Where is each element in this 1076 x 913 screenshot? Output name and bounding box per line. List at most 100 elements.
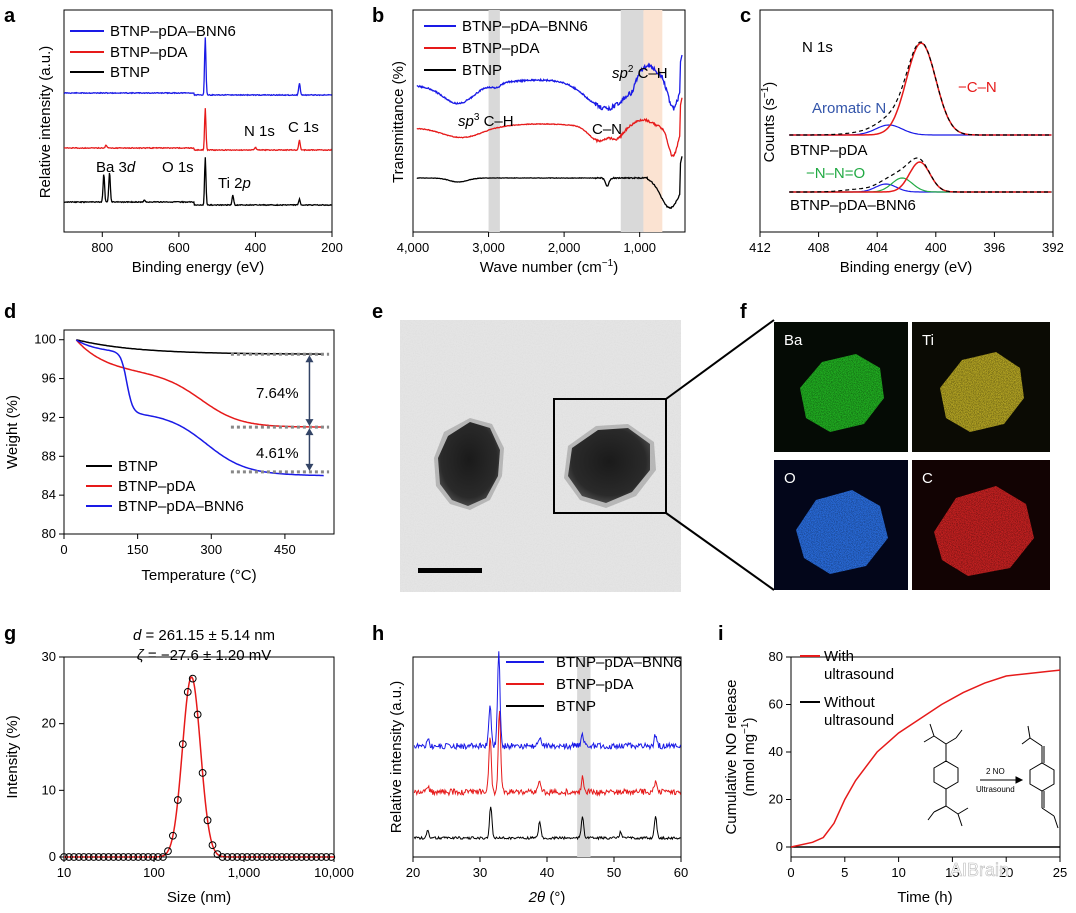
- g-point-29: [203, 816, 212, 825]
- panel-c-xticks: 412 408 404 400 396 392: [749, 232, 1064, 255]
- d-ticklabel-2: 300: [200, 542, 222, 557]
- panel-d-ann-2: 4.61%: [256, 445, 299, 462]
- panel-c-bot-envelope: [789, 157, 1052, 193]
- panel-a-ann-n: N 1s: [244, 123, 275, 140]
- panel-d-legend-3: BTNP–pDA–BNN6: [118, 498, 244, 515]
- panel-label-i: i: [718, 623, 724, 645]
- panel-g-stat-zeta: ζ = −27.6 ± 1.20 mV: [137, 647, 271, 664]
- panel-b-band-cn: [620, 10, 644, 232]
- panel-b-legend-2: BTNP–pDA: [462, 40, 540, 57]
- g-point-50: [307, 853, 316, 861]
- i-yticklabel-0: 0: [776, 839, 783, 854]
- panel-d-ylabel: Weight (%): [4, 395, 21, 469]
- panel-label-a: a: [4, 5, 16, 27]
- panel-c-label-aromatic: Aromatic N: [812, 100, 886, 117]
- g-point-6: [89, 853, 98, 861]
- panel-f: f Ba Ti O C: [740, 301, 1050, 590]
- g-yticklabel-3: 30: [42, 649, 56, 664]
- g-point-49: [302, 853, 311, 861]
- g-point-7: [94, 853, 103, 861]
- panel-d: d 0 150 300 450 100 96 92 88 84 80 Temperature (°…: [4, 301, 335, 584]
- panel-d-ticks: 0 150 300 450 100 96 92 88 84 80: [34, 332, 295, 557]
- map-ba-label: Ba: [784, 332, 803, 349]
- g-point-17: [144, 853, 153, 861]
- panel-i-legend-1a: With: [824, 648, 854, 665]
- tem-scale-bar: [418, 568, 482, 573]
- panel-d-frame: [63, 329, 335, 535]
- g-point-1: [65, 853, 73, 861]
- panel-c-top-aromatic: [789, 124, 1052, 136]
- panel-d-guides: [230, 352, 330, 474]
- c-ticklabel-1: 408: [808, 240, 830, 255]
- d-arrow-2-head-bot: [305, 463, 314, 471]
- panel-b: b 4,000 3,000 2,000 1,000 Wave number (cm−1…: [372, 5, 686, 276]
- g-point-45: [282, 853, 291, 861]
- panel-i-legend-2b: ultrasound: [824, 712, 894, 729]
- g-point-3: [74, 853, 83, 861]
- panel-b-ann-sp3: sp3 C–H: [458, 112, 514, 130]
- panel-h: h 20 30 40 50 60 2θ (°) Relative intensity (…: [372, 623, 688, 906]
- g-point-54: [327, 853, 336, 861]
- panel-i-frame: [790, 656, 1061, 858]
- map-ba: Ba: [774, 322, 908, 452]
- panel-d-series-btnp: [76, 338, 324, 355]
- panel-b-frame: [412, 9, 686, 233]
- g-point-51: [312, 853, 321, 861]
- scheme-ring-right: [1029, 762, 1055, 792]
- map-ti-label: Ti: [922, 332, 934, 349]
- panel-a-series-bnn6: [63, 37, 333, 97]
- d-ticklabel-3: 450: [274, 542, 296, 557]
- panel-g-frame: [63, 656, 335, 858]
- panel-a-xticks: 800 600 400 200: [91, 232, 343, 255]
- g-point-39: [253, 853, 261, 861]
- map-ti: Ti: [912, 322, 1050, 452]
- panel-c-bot-aromatic: [789, 183, 1052, 193]
- h-ticklabel-3: 50: [607, 865, 621, 880]
- panel-a-xlabel: Binding energy (eV): [132, 259, 265, 276]
- a-ticklabel-3: 200: [321, 240, 343, 255]
- panel-c-frame: [759, 9, 1054, 233]
- panel-i-ylabel: Cumulative NO release: [723, 679, 740, 834]
- g-ticklabel-0: 10: [57, 865, 71, 880]
- panel-c-xlabel: Binding energy (eV): [840, 259, 973, 276]
- g-point-25: [183, 688, 192, 696]
- d-ticklabel-0: 0: [60, 542, 67, 557]
- g-point-16: [139, 853, 148, 861]
- panel-h-legend-1: BTNP–pDA–BNN6: [556, 654, 682, 671]
- i-ticklabel-2: 10: [891, 865, 905, 880]
- panel-h-xticks: 20 30 40 50 60: [406, 857, 688, 880]
- g-ticklabel-2: 1,000: [228, 865, 261, 880]
- g-point-36: [238, 853, 247, 861]
- g-point-23: [173, 796, 182, 804]
- panel-b-series-btnp: [416, 156, 683, 209]
- g-point-9: [104, 853, 113, 861]
- panel-h-legend-3: BTNP: [556, 698, 596, 715]
- d-arrow-1-head-bot: [305, 419, 314, 427]
- g-point-26: [188, 674, 197, 683]
- panel-h-series-bnn6: [413, 651, 681, 751]
- h-ticklabel-4: 60: [674, 865, 688, 880]
- g-point-34: [228, 853, 237, 861]
- g-point-48: [297, 853, 306, 861]
- panel-a-frame: [63, 9, 333, 233]
- h-ticklabel-0: 20: [406, 865, 420, 880]
- d-yticklabel-1: 96: [42, 371, 56, 386]
- panel-g-fit: [64, 676, 334, 858]
- map-c-texture: [934, 486, 1034, 576]
- panel-h-legend-2: BTNP–pDA: [556, 676, 634, 693]
- map-c-label: C: [922, 470, 933, 487]
- b-ticklabel-2: 2,000: [548, 240, 581, 255]
- g-point-32: [218, 853, 227, 861]
- d-yticklabel-3: 88: [42, 448, 56, 463]
- panel-i-ylabel2: (nmol mg−1): [740, 718, 758, 797]
- g-point-5: [84, 853, 93, 861]
- g-yticklabel-1: 10: [42, 782, 56, 797]
- panel-label-g: g: [4, 623, 16, 645]
- panel-a-ylabel: Relative intensity (a.u.): [37, 46, 54, 199]
- tem-zoom-box: [553, 398, 667, 514]
- h-ticklabel-2: 40: [540, 865, 554, 880]
- g-point-20: [159, 853, 167, 861]
- panel-c-label-nno: −N–N=O: [806, 165, 865, 182]
- panel-c-ylabel: Counts (s−1): [760, 82, 778, 163]
- map-c: C: [912, 460, 1050, 590]
